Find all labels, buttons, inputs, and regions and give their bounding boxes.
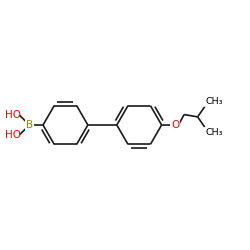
Text: CH₃: CH₃ <box>206 128 224 137</box>
Text: O: O <box>171 120 179 130</box>
Text: HO: HO <box>5 110 21 120</box>
Text: B: B <box>26 120 33 130</box>
Text: CH₃: CH₃ <box>206 97 224 106</box>
Text: HO: HO <box>5 130 21 140</box>
